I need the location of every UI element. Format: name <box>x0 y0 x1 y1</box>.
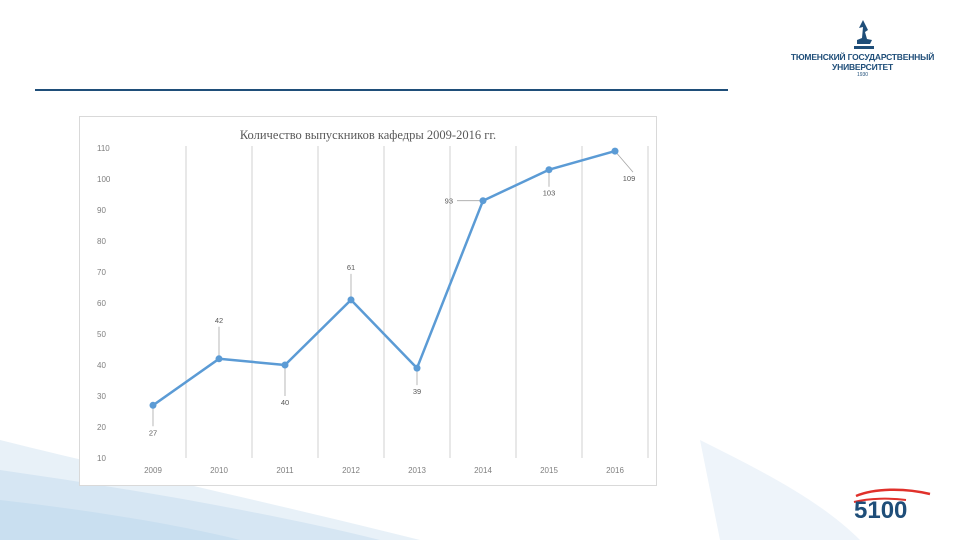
data-point <box>281 361 289 369</box>
data-label: 103 <box>543 189 556 198</box>
y-tick-label: 70 <box>97 268 106 277</box>
y-tick-label: 90 <box>97 206 106 215</box>
header-divider <box>35 89 728 91</box>
y-tick-label: 40 <box>97 361 106 370</box>
y-tick-label: 100 <box>97 175 111 184</box>
x-tick-label: 2012 <box>342 466 360 475</box>
data-point <box>545 166 553 174</box>
data-label: 42 <box>215 316 223 325</box>
data-point <box>413 364 421 372</box>
logo-year: 1930 <box>856 72 869 78</box>
data-label: 27 <box>149 428 157 437</box>
y-tick-label: 60 <box>97 299 106 308</box>
logo-text-line2: УНИВЕРСИТЕТ <box>832 62 893 72</box>
x-tick-label: 2015 <box>540 466 558 475</box>
x-tick-label: 2014 <box>474 466 492 475</box>
line-chart: 10 20 30 40 50 60 70 80 90 100 110 2009 2010 2011 2012… <box>97 144 649 475</box>
y-tick-label: 110 <box>97 144 110 153</box>
data-point <box>215 355 223 363</box>
project-5100-badge: 5100 <box>853 488 931 522</box>
x-tick-label: 2011 <box>276 466 294 475</box>
data-point <box>347 296 355 304</box>
y-tick-label: 10 <box>97 454 106 463</box>
chart-title: Количество выпускников кафедры 2009-2016… <box>239 128 497 142</box>
y-tick-label: 80 <box>97 237 106 246</box>
series-line <box>152 149 616 407</box>
x-tick-label: 2010 <box>210 466 228 475</box>
x-tick-label: 2009 <box>144 466 162 475</box>
x-tick-label: 2016 <box>606 466 624 475</box>
y-tick-label: 50 <box>97 330 106 339</box>
data-point <box>149 401 157 409</box>
university-logo: ТЮМЕНСКИЙ ГОСУДАРСТВЕННЫЙ УНИВЕРСИТЕТ 19… <box>780 18 945 90</box>
data-label-leader <box>614 150 634 173</box>
y-tick-label: 30 <box>97 392 106 401</box>
data-point <box>611 147 619 155</box>
logo-text-line1: ТЮМЕНСКИЙ ГОСУДАРСТВЕННЫЙ <box>790 52 935 62</box>
logo-emblem-icon <box>853 20 874 49</box>
data-label: 109 <box>623 174 636 183</box>
badge-5100-text: 5100 <box>854 497 907 522</box>
data-label: 39 <box>413 387 421 396</box>
data-label: 93 <box>445 197 453 206</box>
y-tick-label: 20 <box>97 423 106 432</box>
x-tick-label: 2013 <box>408 466 426 475</box>
chart-panel: Количество выпускников кафедры 2009-2016… <box>79 116 657 486</box>
data-label: 61 <box>347 263 355 272</box>
data-label: 40 <box>281 398 289 407</box>
data-point <box>479 197 487 205</box>
